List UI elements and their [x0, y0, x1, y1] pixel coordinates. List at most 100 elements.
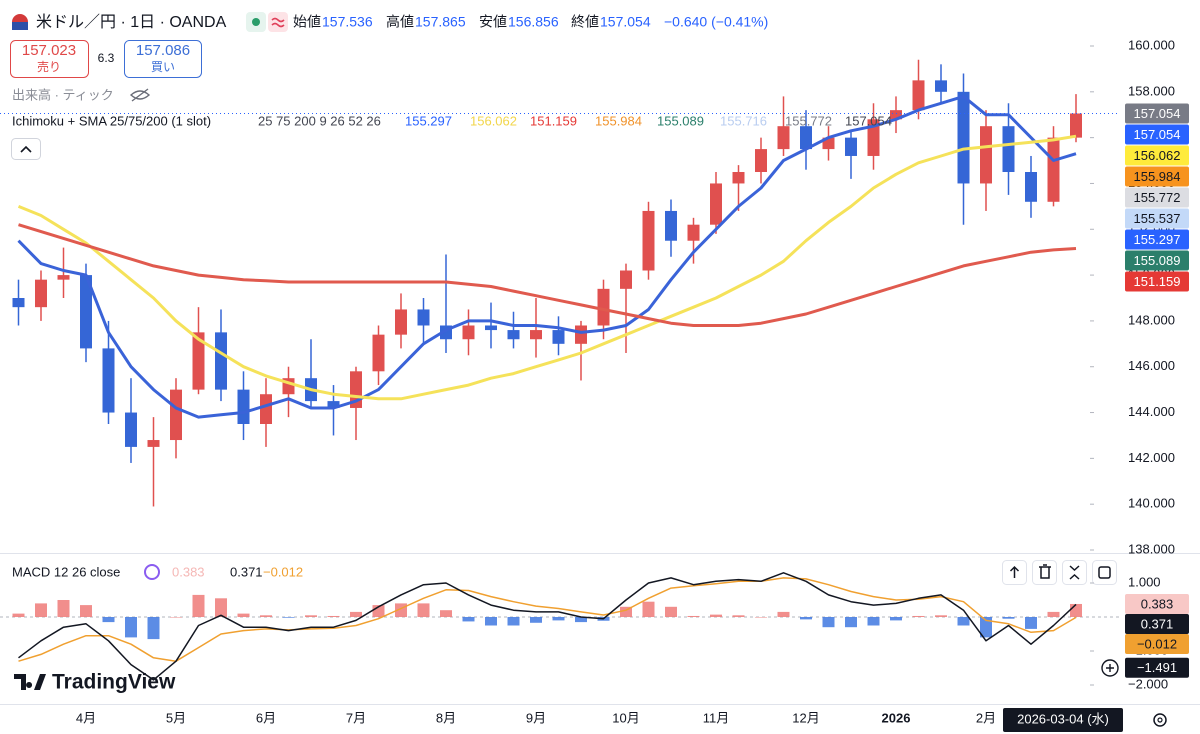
histogram-bar	[867, 617, 880, 626]
price-label-box	[1125, 250, 1189, 271]
price-label-box	[1125, 145, 1189, 166]
candle-body	[260, 394, 272, 424]
histogram-bar	[1025, 617, 1037, 629]
histogram-bar	[732, 615, 745, 617]
candle-body	[192, 332, 205, 390]
candle-body	[980, 126, 992, 184]
histogram-bar	[170, 617, 182, 618]
price-change: −0.640 (−0.41%)	[664, 14, 768, 30]
histogram-bar	[102, 617, 115, 623]
histogram-bar	[125, 617, 137, 638]
candle-body	[665, 210, 677, 241]
candle-body	[372, 334, 385, 372]
indicator-title: Ichimoku + SMA 25/75/200 (1 slot)	[12, 113, 211, 128]
candle-body	[1047, 137, 1060, 202]
indicator-value: −0.012	[263, 564, 303, 579]
candle-body	[327, 401, 340, 408]
indicator-value: 155.716	[720, 113, 767, 128]
x-tick-label: 2026	[882, 710, 911, 725]
buy-button[interactable]	[124, 40, 202, 78]
histogram-bar	[665, 606, 677, 617]
histogram-bar	[552, 617, 565, 621]
delete-button[interactable]	[1032, 560, 1057, 585]
x-tick-label: 2月	[976, 710, 996, 725]
candle-body	[710, 183, 722, 225]
candle-body	[395, 309, 407, 335]
delay-badge[interactable]	[268, 12, 288, 32]
histogram-bar	[890, 617, 902, 621]
price-label-box	[1125, 166, 1189, 187]
logo-text: TradingView	[52, 671, 176, 694]
histogram-bar	[1002, 617, 1015, 619]
y-tick-label: −2.000	[1128, 676, 1168, 691]
price-label: 157.054	[1134, 127, 1181, 142]
visibility-icon[interactable]	[129, 88, 151, 102]
indicator-value: 157.054	[845, 113, 892, 128]
candle-body	[12, 298, 25, 308]
collapse-button[interactable]	[11, 138, 41, 160]
candle-body	[552, 330, 565, 344]
x-tick-label: 4月	[76, 710, 96, 725]
x-tick-label: 12月	[792, 710, 819, 725]
price-label: 156.062	[1134, 148, 1181, 163]
x-tick-label: 8月	[436, 710, 456, 725]
candle-body	[417, 309, 430, 326]
histogram-bar	[1070, 603, 1082, 617]
x-tick-label: 5月	[166, 710, 186, 725]
price-label: 0.383	[1141, 596, 1174, 611]
ohlc-label: 始値	[293, 14, 321, 30]
indicator-icon[interactable]	[144, 564, 160, 580]
candle-body	[530, 330, 542, 340]
y-tick-label: 140.000	[1128, 496, 1175, 511]
y-tick-label: 1.000	[1128, 574, 1161, 589]
candle-body	[912, 80, 925, 111]
price-label-box	[1125, 187, 1189, 208]
histogram-bar	[350, 611, 362, 617]
candle-body	[237, 389, 250, 424]
candle-body	[80, 275, 92, 349]
histogram-bar	[192, 594, 205, 617]
indicator-value: 155.297	[405, 113, 452, 128]
candle-body	[687, 224, 700, 241]
settings-icon[interactable]	[1153, 713, 1167, 727]
histogram-bar	[147, 617, 160, 640]
candle-body	[57, 275, 70, 280]
indicator-value: 155.772	[785, 113, 832, 128]
move-up-icon	[1009, 565, 1020, 578]
ohlc-label: 高値	[386, 14, 414, 30]
maximize-button[interactable]	[1092, 560, 1117, 585]
histogram-bar	[305, 615, 317, 617]
histogram-bar	[12, 613, 25, 617]
ohlc-value: 157.054	[600, 14, 651, 30]
price-label-box	[1125, 657, 1189, 678]
signal-line	[18, 577, 1077, 662]
logo-mark	[14, 674, 46, 690]
sell-button[interactable]	[10, 40, 89, 78]
histogram-bar	[957, 617, 970, 626]
histogram-bar	[57, 600, 70, 617]
collapse-pane-button[interactable]	[1062, 560, 1087, 585]
histogram-bar	[755, 617, 767, 618]
histogram-bar	[80, 605, 92, 617]
histogram-bar	[777, 611, 790, 617]
indicator-value: 155.089	[657, 113, 704, 128]
collapse-icon	[20, 145, 32, 153]
macd-line	[18, 572, 1077, 681]
buy-label: 買い	[151, 60, 175, 74]
candle-body	[170, 389, 182, 441]
price-label: 155.772	[1134, 190, 1181, 205]
histogram-bar	[440, 610, 452, 617]
histogram-bar	[822, 617, 835, 628]
candle-body	[102, 348, 115, 413]
histogram-bar	[620, 606, 632, 617]
y-tick-label: 160.000	[1128, 37, 1175, 52]
indicator-title: MACD 12 26 close	[12, 564, 120, 579]
ohlc-label: 終値	[571, 14, 599, 30]
y-tick-label: 142.000	[1128, 450, 1175, 465]
histogram-bar	[800, 617, 812, 620]
histogram-bar	[237, 613, 250, 617]
price-label-box	[1125, 271, 1189, 292]
histogram-bar	[687, 615, 700, 617]
price-label: 155.984	[1134, 169, 1181, 184]
